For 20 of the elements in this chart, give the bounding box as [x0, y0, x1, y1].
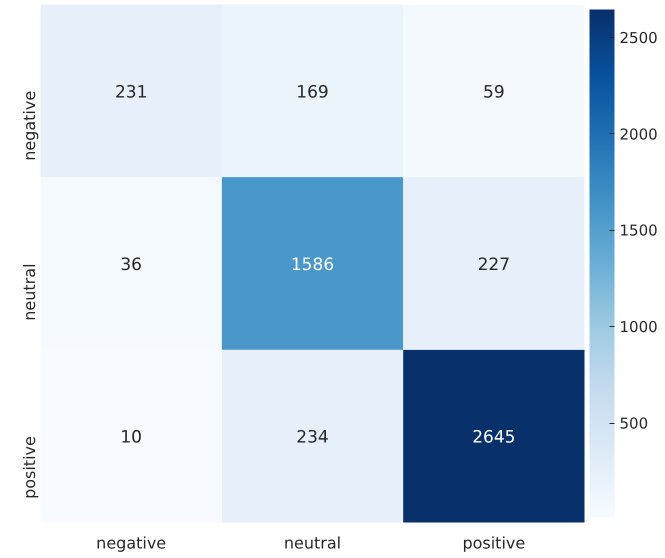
data-label: 227	[478, 255, 510, 275]
data-label: 231	[114, 82, 148, 102]
data-label: 59	[483, 82, 505, 102]
x-tick-label: neutral	[284, 534, 342, 552]
y-tick-label: positive	[20, 436, 39, 499]
data-label: 169	[296, 82, 329, 102]
color-bar-label: 1000	[620, 318, 658, 336]
y-tick-label: neutral	[20, 263, 39, 321]
data-label: 36	[120, 255, 142, 275]
y-tick-label: negative	[20, 90, 39, 161]
color-bar-label: 2000	[620, 125, 658, 144]
x-tick-label: negative	[96, 534, 166, 552]
color-bar-label: 2500	[620, 28, 658, 47]
data-label: 10	[120, 428, 142, 448]
data-label: 2645	[472, 428, 516, 448]
color-bar-label: 1500	[620, 222, 658, 240]
data-label: 1586	[290, 255, 334, 275]
color-bar-label: 500	[620, 414, 648, 433]
data-label: 234	[296, 428, 329, 448]
x-tick-label: positive	[462, 534, 526, 552]
